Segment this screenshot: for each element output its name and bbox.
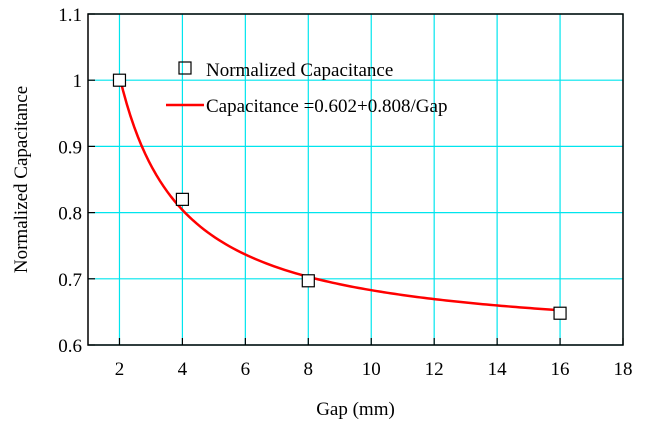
legend-label-fit-line: Capacitance =0.602+0.808/Gap	[206, 96, 447, 117]
y-axis: 0.6 0.7 0.8 0.9 1 1.1	[58, 5, 95, 357]
y-tick-label: 1	[73, 71, 83, 92]
x-tick-label: 14	[488, 359, 508, 380]
y-tick-label: 0.8	[58, 204, 82, 225]
y-tick-label: 0.6	[58, 336, 82, 357]
y-tick-label: 0.7	[58, 270, 82, 291]
y-tick-label: 0.9	[58, 137, 82, 158]
x-tick-label: 12	[425, 359, 444, 380]
x-tick-label: 6	[241, 359, 251, 380]
fit-curve-line	[118, 75, 561, 312]
legend-marker-normalized-capacitance	[178, 61, 192, 75]
series-layer	[112, 73, 567, 320]
plot-frame	[87, 13, 624, 346]
x-tick-label: 18	[614, 359, 633, 380]
x-tick-label: 4	[178, 359, 188, 380]
x-axis-label: Gap (mm)	[316, 399, 395, 420]
x-axis: 2 4 6 8 10 12 14 16 18	[115, 338, 633, 380]
legend: Normalized Capacitance Capacitance =0.60…	[166, 60, 447, 117]
data-point-gap-16	[553, 306, 567, 320]
x-tick-label: 16	[551, 359, 570, 380]
data-point-gap-8	[301, 274, 315, 288]
x-tick-label: 10	[362, 359, 381, 380]
x-tick-label: 2	[115, 359, 125, 380]
x-tick-label: 8	[304, 359, 314, 380]
data-point-gap-4	[175, 192, 190, 206]
legend-label-normalized-capacitance: Normalized Capacitance	[206, 60, 393, 81]
y-tick-label: 1.1	[58, 5, 82, 26]
data-point-gap-2	[112, 73, 127, 87]
y-axis-label: Normalized Capacitance	[11, 86, 32, 273]
